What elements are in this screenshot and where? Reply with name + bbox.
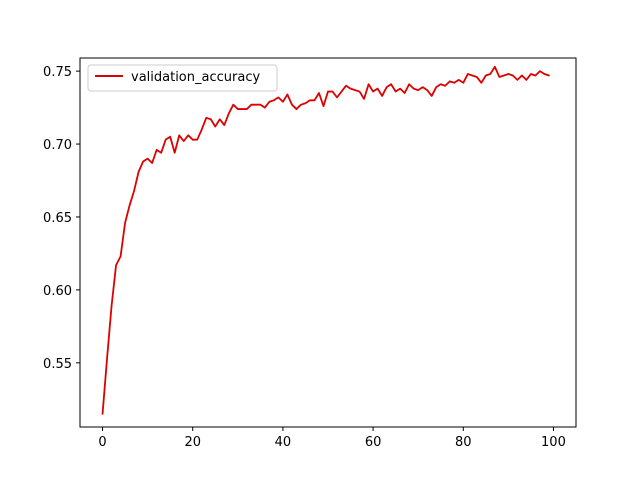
- y-tick-label: 0.65: [43, 211, 72, 226]
- x-tick-label: 100: [541, 435, 566, 450]
- x-tick-label: 80: [455, 435, 472, 450]
- y-tick-label: 0.55: [43, 357, 72, 372]
- y-axis-ticks: 0.55 0.60 0.65 0.70 0.75: [43, 65, 80, 372]
- x-tick-label: 20: [184, 435, 201, 450]
- x-axis-ticks: 0 20 40 60 80 100: [98, 427, 566, 450]
- legend: validation_accuracy: [87, 64, 278, 92]
- x-tick-label: 60: [365, 435, 382, 450]
- y-tick-label: 0.75: [43, 65, 72, 80]
- series-layer: [101, 65, 550, 415]
- x-tick-label: 0: [98, 435, 106, 450]
- y-tick-label: 0.60: [43, 284, 72, 299]
- y-tick-label: 0.70: [43, 138, 72, 153]
- legend-box: [87, 64, 278, 92]
- axes-frame: [79, 57, 577, 428]
- series-line-validation-accuracy: [101, 65, 550, 415]
- x-tick-label: 40: [275, 435, 292, 450]
- legend-label: validation_accuracy: [131, 70, 260, 85]
